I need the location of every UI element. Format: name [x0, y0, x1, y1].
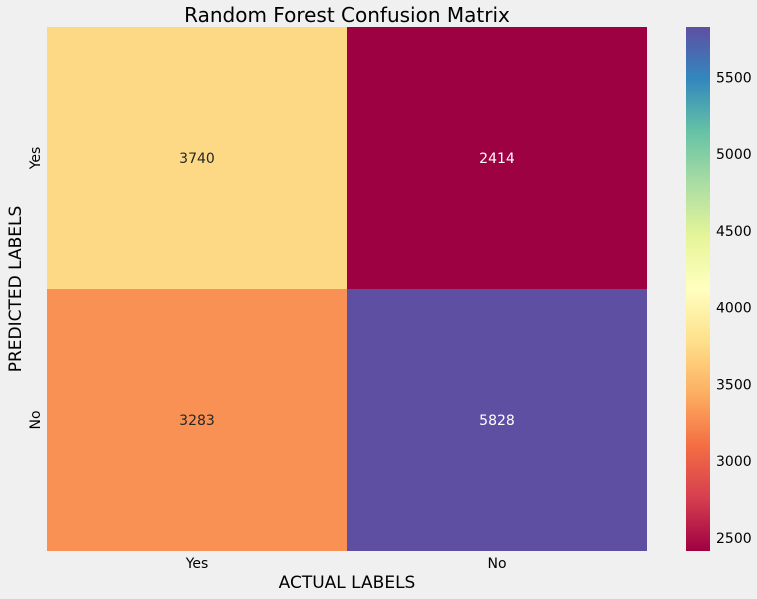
colorbar-ticks: 2500 3000 3500 4000 4500 5000 5500 [716, 70, 752, 546]
x-tick-label: Yes [185, 556, 209, 572]
colorbar-tick-label: 4500 [716, 224, 752, 240]
heatmap-cell [347, 27, 647, 289]
x-tick-label: No [487, 556, 506, 572]
heatmap-cell [347, 289, 647, 551]
colorbar [686, 27, 710, 551]
y-tick-label: Yes [28, 147, 44, 171]
x-tick-labels: Yes No [185, 556, 507, 572]
y-tick-label: No [28, 410, 44, 429]
cell-value-label: 3283 [179, 413, 215, 429]
cell-value-label: 5828 [479, 413, 515, 429]
chart-title: Random Forest Confusion Matrix [184, 3, 510, 27]
y-axis-label: PREDICTED LABELS [6, 206, 26, 373]
cell-value-label: 3740 [179, 151, 215, 167]
heatmap-cell [47, 27, 347, 289]
heatmap-annotations: 3740 2414 3283 5828 [179, 151, 515, 429]
heatmap-cells [47, 27, 647, 551]
cell-value-label: 2414 [479, 151, 515, 167]
colorbar-tick-label: 5500 [716, 70, 752, 86]
colorbar-tick-label: 4000 [716, 301, 752, 317]
colorbar-tick-label: 3500 [716, 377, 752, 393]
colorbar-tick-label: 3000 [716, 454, 752, 470]
y-tick-labels: Yes No [28, 147, 44, 430]
x-axis-label: ACTUAL LABELS [279, 573, 416, 593]
colorbar-tick-label: 2500 [716, 531, 752, 547]
heatmap-cell [47, 289, 347, 551]
colorbar-tick-label: 5000 [716, 147, 752, 163]
